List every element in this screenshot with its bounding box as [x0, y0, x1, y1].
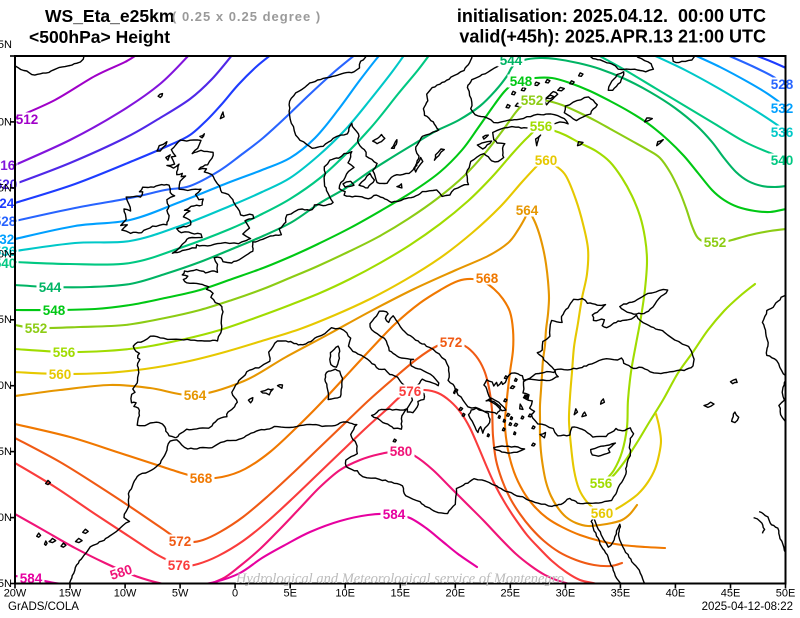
svg-text:572: 572	[440, 335, 463, 350]
svg-text:35E: 35E	[611, 588, 631, 600]
svg-text:30N: 30N	[0, 512, 12, 524]
svg-text:( 0.25 x 0.25 degree ): ( 0.25 x 0.25 degree )	[172, 9, 321, 24]
svg-text:5W: 5W	[172, 588, 189, 600]
svg-text:valid(+45h): 2025.APR.13 21:00: valid(+45h): 2025.APR.13 21:00 UTC	[459, 27, 766, 47]
svg-text:10W: 10W	[114, 588, 137, 600]
svg-text:576: 576	[168, 558, 191, 573]
svg-text:580: 580	[108, 562, 134, 583]
svg-text:50N: 50N	[0, 248, 12, 260]
svg-text:528: 528	[0, 214, 17, 229]
svg-text:40E: 40E	[666, 588, 686, 600]
svg-text:560: 560	[49, 367, 72, 382]
svg-text:45N: 45N	[0, 314, 12, 326]
svg-text:15E: 15E	[391, 588, 411, 600]
svg-text:552: 552	[521, 93, 544, 108]
svg-text:65N: 65N	[0, 39, 12, 51]
svg-text:<500hPa> Height: <500hPa> Height	[29, 27, 170, 47]
svg-text:556: 556	[53, 345, 76, 360]
svg-text:584: 584	[20, 571, 43, 586]
svg-text:560: 560	[535, 153, 558, 168]
svg-text:35N: 35N	[0, 446, 12, 458]
svg-text:540: 540	[0, 256, 16, 271]
svg-text:540: 540	[771, 153, 794, 168]
svg-text:564: 564	[184, 388, 207, 403]
svg-text:532: 532	[771, 101, 794, 116]
svg-text:516: 516	[0, 158, 16, 173]
svg-text:536: 536	[0, 244, 17, 259]
svg-text:572: 572	[169, 534, 192, 549]
svg-text:512: 512	[16, 112, 39, 127]
svg-text:20W: 20W	[4, 588, 27, 600]
svg-text:5E: 5E	[283, 588, 296, 600]
svg-text:60N: 60N	[0, 116, 12, 128]
svg-text:568: 568	[476, 271, 499, 286]
svg-text:15W: 15W	[59, 588, 82, 600]
svg-text:20E: 20E	[446, 588, 466, 600]
svg-text:536: 536	[771, 125, 794, 140]
svg-text:548: 548	[43, 303, 66, 318]
svg-text:10E: 10E	[335, 588, 355, 600]
svg-text:552: 552	[704, 235, 727, 250]
svg-text:25N: 25N	[0, 578, 12, 590]
svg-text:0: 0	[232, 588, 238, 600]
svg-text:564: 564	[516, 203, 539, 218]
svg-text:560: 560	[591, 506, 614, 521]
svg-text:584: 584	[383, 507, 406, 522]
svg-text:2025-04-12-08:22: 2025-04-12-08:22	[702, 601, 793, 613]
svg-text:532: 532	[0, 232, 14, 247]
svg-text:556: 556	[590, 476, 613, 491]
svg-text:556: 556	[530, 119, 553, 134]
svg-text:30E: 30E	[556, 588, 576, 600]
svg-text:initialisation: 2025.04.12. 0: initialisation: 2025.04.12. 00:00 UTC	[457, 6, 766, 26]
svg-text:55N: 55N	[0, 182, 12, 194]
svg-text:45E: 45E	[721, 588, 741, 600]
svg-text:548: 548	[510, 74, 533, 89]
svg-text:576: 576	[399, 384, 422, 399]
svg-text:524: 524	[0, 196, 15, 211]
svg-text:25E: 25E	[501, 588, 521, 600]
svg-text:50E: 50E	[776, 588, 796, 600]
svg-text:568: 568	[190, 471, 213, 486]
svg-text:528: 528	[771, 77, 794, 92]
svg-text:552: 552	[25, 321, 48, 336]
svg-text:544: 544	[39, 280, 62, 295]
svg-text:580: 580	[390, 444, 413, 459]
svg-text:Hydrological and Meteorologica: Hydrological and Meteorological service …	[235, 571, 564, 587]
svg-text:GrADS/COLA: GrADS/COLA	[8, 601, 79, 613]
svg-text:40N: 40N	[0, 380, 12, 392]
svg-text:WS_Eta_e25km: WS_Eta_e25km	[45, 6, 174, 26]
